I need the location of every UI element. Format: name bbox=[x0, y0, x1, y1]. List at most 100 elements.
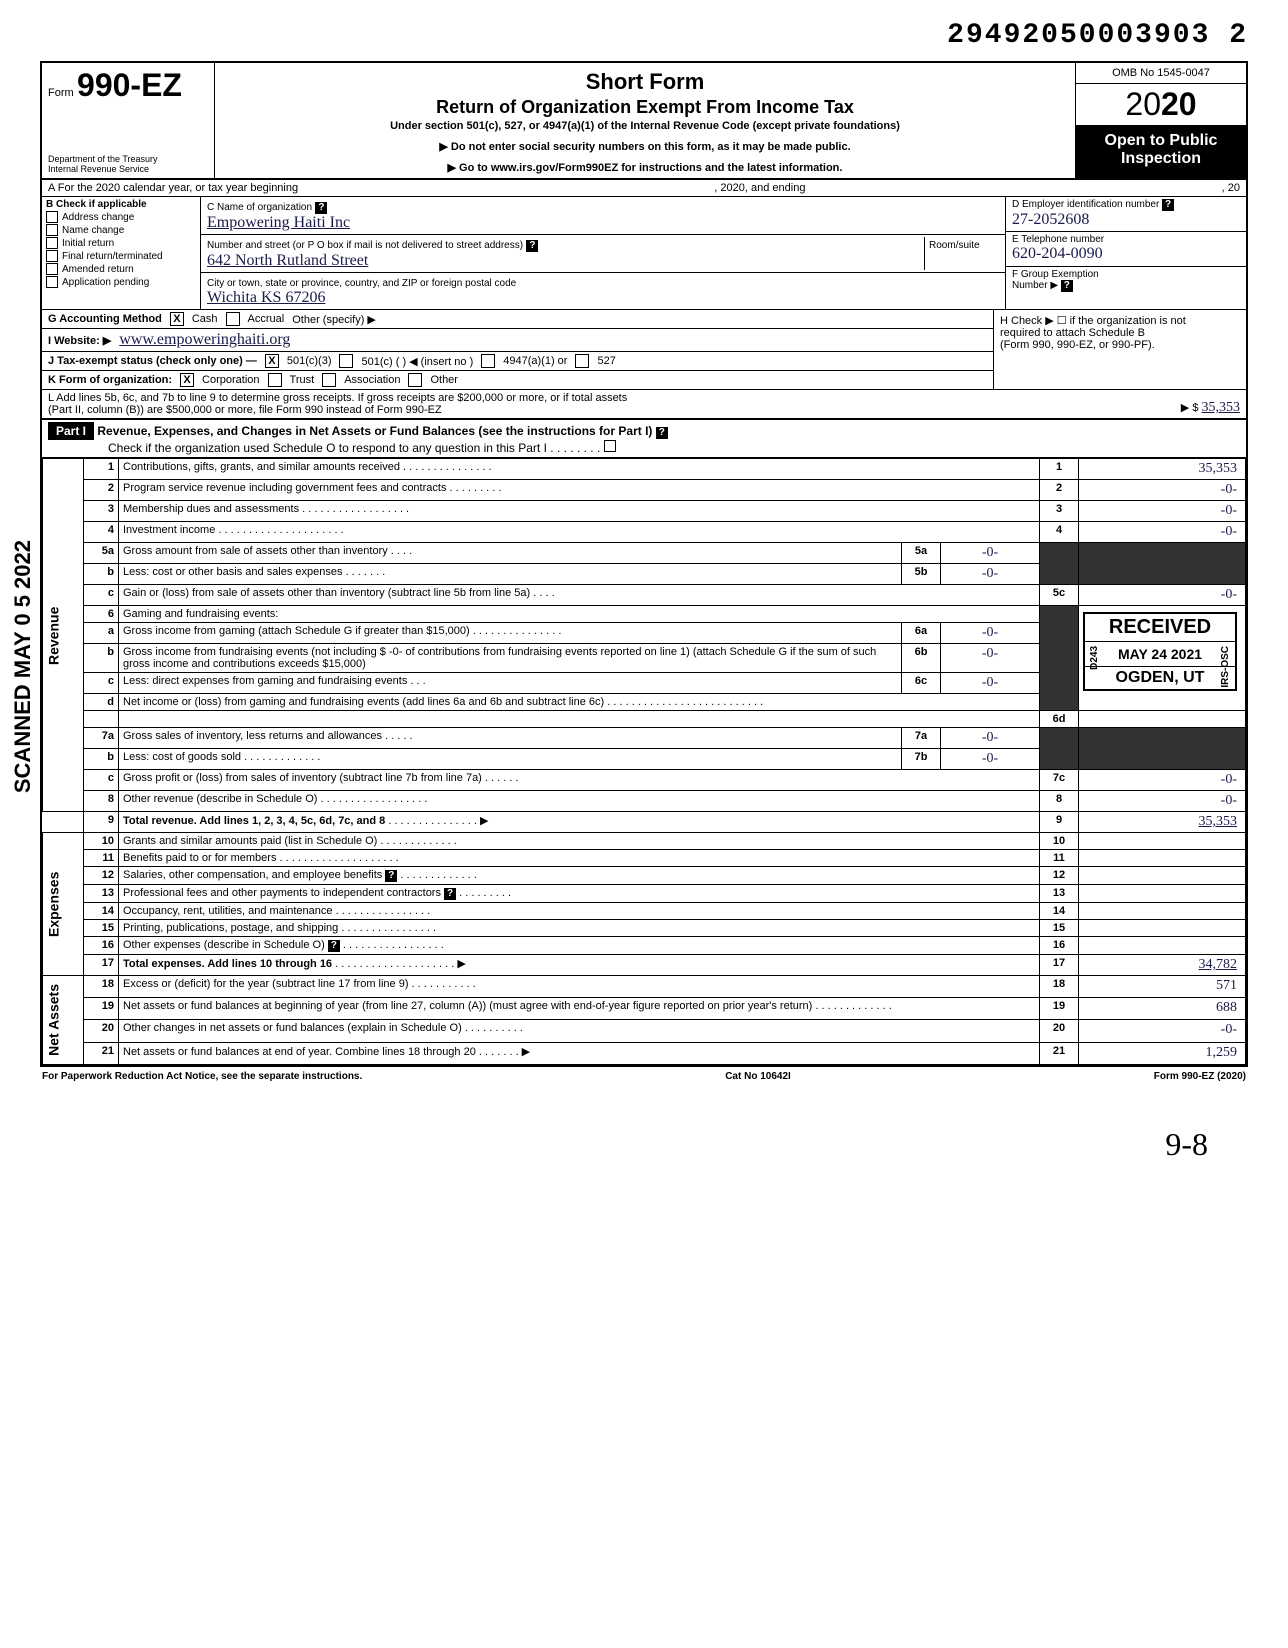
line-num: 20 bbox=[84, 1020, 119, 1042]
line-desc: Excess or (deficit) for the year (subtra… bbox=[119, 976, 1040, 998]
4947-checkbox[interactable] bbox=[481, 354, 495, 368]
line-num: b bbox=[84, 749, 119, 770]
line-endnum: 14 bbox=[1040, 903, 1079, 920]
shaded-cell bbox=[1040, 728, 1079, 770]
row-a-right: , 20 bbox=[1222, 182, 1240, 194]
line-desc: Net income or (loss) from gaming and fun… bbox=[119, 694, 1040, 711]
help-icon[interactable]: ? bbox=[656, 427, 668, 439]
mid-val: -0- bbox=[941, 644, 1040, 673]
h-check-label: H Check ▶ ☐ if the organization is not bbox=[1000, 314, 1240, 327]
shaded-cell bbox=[1079, 728, 1246, 770]
help-icon[interactable]: ? bbox=[526, 240, 538, 252]
line-num: 13 bbox=[84, 885, 119, 903]
accrual-checkbox[interactable] bbox=[226, 312, 240, 326]
line-desc: Program service revenue including govern… bbox=[119, 480, 1040, 501]
l-arrow: ▶ $ bbox=[1181, 402, 1199, 414]
help-icon[interactable]: ? bbox=[1162, 199, 1174, 211]
line-value: -0- bbox=[1079, 791, 1246, 812]
c-city-label: City or town, state or province, country… bbox=[207, 278, 516, 289]
recv-loc: OGDEN, UT bbox=[1085, 666, 1235, 689]
page-signature: 9-8 bbox=[40, 1126, 1248, 1163]
f-group-label: F Group Exemption bbox=[1012, 269, 1099, 280]
line-endnum: 5c bbox=[1040, 585, 1079, 606]
line-value: -0- bbox=[1079, 1020, 1246, 1042]
f-number-label: Number ▶ bbox=[1012, 280, 1058, 291]
assoc-checkbox[interactable] bbox=[322, 373, 336, 387]
line-endnum: 18 bbox=[1040, 976, 1079, 998]
title-short-form: Short Form bbox=[225, 69, 1065, 95]
line-value: 1,259 bbox=[1079, 1042, 1246, 1064]
form-header: Form 990-EZ Department of the Treasury I… bbox=[42, 63, 1246, 180]
line-num: c bbox=[84, 770, 119, 791]
501c3-checkbox[interactable]: X bbox=[265, 354, 279, 368]
mid-num: 5a bbox=[902, 543, 941, 564]
line-value: 571 bbox=[1079, 976, 1246, 998]
line-value: -0- bbox=[1079, 585, 1246, 606]
mid-val: -0- bbox=[941, 728, 1040, 749]
line-endnum: 4 bbox=[1040, 522, 1079, 543]
line-desc: Gross amount from sale of assets other t… bbox=[119, 543, 902, 564]
help-icon[interactable]: ? bbox=[444, 888, 456, 900]
501c3-label: 501(c)(3) bbox=[287, 355, 332, 367]
line-desc: Salaries, other compensation, and employ… bbox=[119, 867, 1040, 885]
schedule-o-checkbox[interactable] bbox=[604, 440, 616, 452]
check-address[interactable]: Address change bbox=[46, 211, 196, 223]
check-pending[interactable]: Application pending bbox=[46, 276, 196, 288]
line-desc: Membership dues and assessments . . . . … bbox=[119, 501, 1040, 522]
check-name[interactable]: Name change bbox=[46, 224, 196, 236]
mid-num: 5b bbox=[902, 564, 941, 585]
city-value: Wichita KS 67206 bbox=[207, 289, 325, 306]
shaded-cell bbox=[1040, 606, 1079, 711]
check-final[interactable]: Final return/terminated bbox=[46, 250, 196, 262]
year-bold: 20 bbox=[1161, 86, 1197, 122]
part-i-header: Part I Revenue, Expenses, and Changes in… bbox=[42, 420, 1246, 458]
mid-val: -0- bbox=[941, 623, 1040, 644]
line-value bbox=[1079, 903, 1246, 920]
mid-val: -0- bbox=[941, 543, 1040, 564]
line-endnum: 13 bbox=[1040, 885, 1079, 903]
line-num: 6 bbox=[84, 606, 119, 623]
year-prefix: 20 bbox=[1125, 86, 1161, 122]
line-endnum: 15 bbox=[1040, 920, 1079, 937]
k-label: K Form of organization: bbox=[48, 374, 172, 386]
note-url: ▶ Go to www.irs.gov/Form990EZ for instru… bbox=[225, 161, 1065, 174]
help-icon[interactable]: ? bbox=[385, 870, 397, 882]
trust-checkbox[interactable] bbox=[268, 373, 282, 387]
line-desc: Printing, publications, postage, and shi… bbox=[119, 920, 1040, 937]
shaded-cell bbox=[1040, 543, 1079, 585]
line-num: 11 bbox=[84, 850, 119, 867]
mid-val: -0- bbox=[941, 564, 1040, 585]
form-number: 990-EZ bbox=[77, 67, 182, 103]
check-amended[interactable]: Amended return bbox=[46, 263, 196, 275]
other-org-checkbox[interactable] bbox=[408, 373, 422, 387]
org-name-value: Empowering Haiti Inc bbox=[207, 214, 350, 231]
mid-val: -0- bbox=[941, 673, 1040, 694]
line-endnum: 6d bbox=[1040, 711, 1079, 728]
phone-value: 620-204-0090 bbox=[1012, 245, 1103, 262]
line-num: 18 bbox=[84, 976, 119, 998]
mid-val: -0- bbox=[941, 749, 1040, 770]
cash-checkbox[interactable]: X bbox=[170, 312, 184, 326]
help-icon[interactable]: ? bbox=[315, 202, 327, 214]
cash-label: Cash bbox=[192, 313, 218, 325]
line-desc: Less: cost or other basis and sales expe… bbox=[119, 564, 902, 585]
help-icon[interactable]: ? bbox=[1061, 280, 1073, 292]
check-initial[interactable]: Initial return bbox=[46, 237, 196, 249]
h-check-label3: (Form 990, 990-EZ, or 990-PF). bbox=[1000, 339, 1240, 351]
c-name-label: C Name of organization bbox=[207, 202, 312, 213]
netassets-side-label: Net Assets bbox=[43, 976, 84, 1065]
line-value bbox=[1079, 920, 1246, 937]
open-line2: Inspection bbox=[1078, 150, 1244, 168]
line-value bbox=[1079, 867, 1246, 885]
527-checkbox[interactable] bbox=[575, 354, 589, 368]
irs-stamp: IRS-OSC bbox=[1220, 646, 1231, 688]
help-icon[interactable]: ? bbox=[328, 940, 340, 952]
form-prefix: Form bbox=[48, 87, 74, 99]
line-endnum: 1 bbox=[1040, 459, 1079, 480]
g-label: G Accounting Method bbox=[48, 313, 162, 325]
corp-checkbox[interactable]: X bbox=[180, 373, 194, 387]
501c-checkbox[interactable] bbox=[339, 354, 353, 368]
mid-num: 7a bbox=[902, 728, 941, 749]
line-desc: Gaming and fundraising events: bbox=[119, 606, 1040, 623]
l-value: 35,353 bbox=[1202, 400, 1241, 415]
